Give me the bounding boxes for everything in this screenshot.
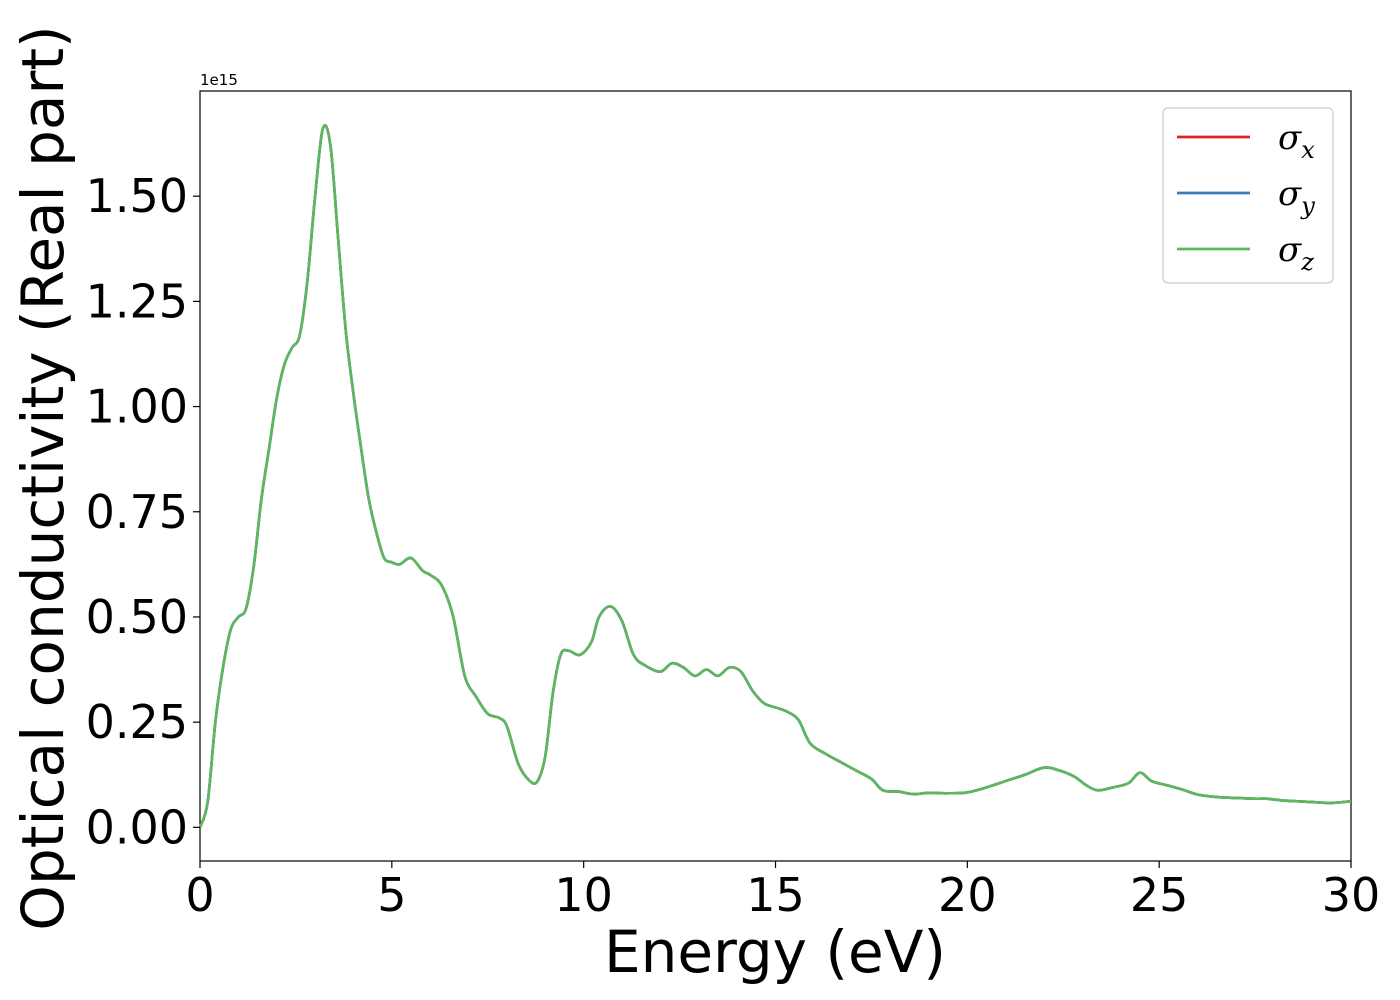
y-tick-label: 0.25 <box>86 695 188 749</box>
x-tick-label: 5 <box>377 868 406 922</box>
y-tick-label: 1.25 <box>86 274 188 328</box>
legend-frame <box>1162 107 1334 284</box>
y-offset-label: 1e15 <box>200 71 238 89</box>
y-tick-label: 0.75 <box>86 485 188 539</box>
series-line-z <box>198 124 1352 828</box>
x-axis-label: Energy (eV) <box>604 918 946 986</box>
x-tick-label: 10 <box>554 868 613 922</box>
y-tick-label: 0.50 <box>86 590 188 644</box>
legend: σx σy σz <box>1162 107 1334 284</box>
y-axis-label: Optical conductivity (Real part) <box>9 25 77 930</box>
y-tick-label: 1.00 <box>86 380 188 434</box>
x-tick-label: 0 <box>185 868 214 922</box>
y-tick-label: 1.50 <box>86 169 188 223</box>
y-tick-label: 0.00 <box>86 800 188 854</box>
legend-label-x: σx <box>1278 118 1315 164</box>
x-tick-label: 15 <box>746 868 805 922</box>
x-tick-label: 25 <box>1130 868 1189 922</box>
series-layer <box>198 124 1352 828</box>
x-tick-label: 30 <box>1322 868 1381 922</box>
x-axis-ticks: 0 5 10 15 20 25 30 <box>185 861 1380 922</box>
x-tick-label: 20 <box>938 868 997 922</box>
legend-label-y: σy <box>1278 174 1315 220</box>
y-axis-ticks: 0.00 0.25 0.50 0.75 1.00 1.25 1.50 <box>86 169 200 854</box>
legend-label-z: σz <box>1278 230 1314 276</box>
